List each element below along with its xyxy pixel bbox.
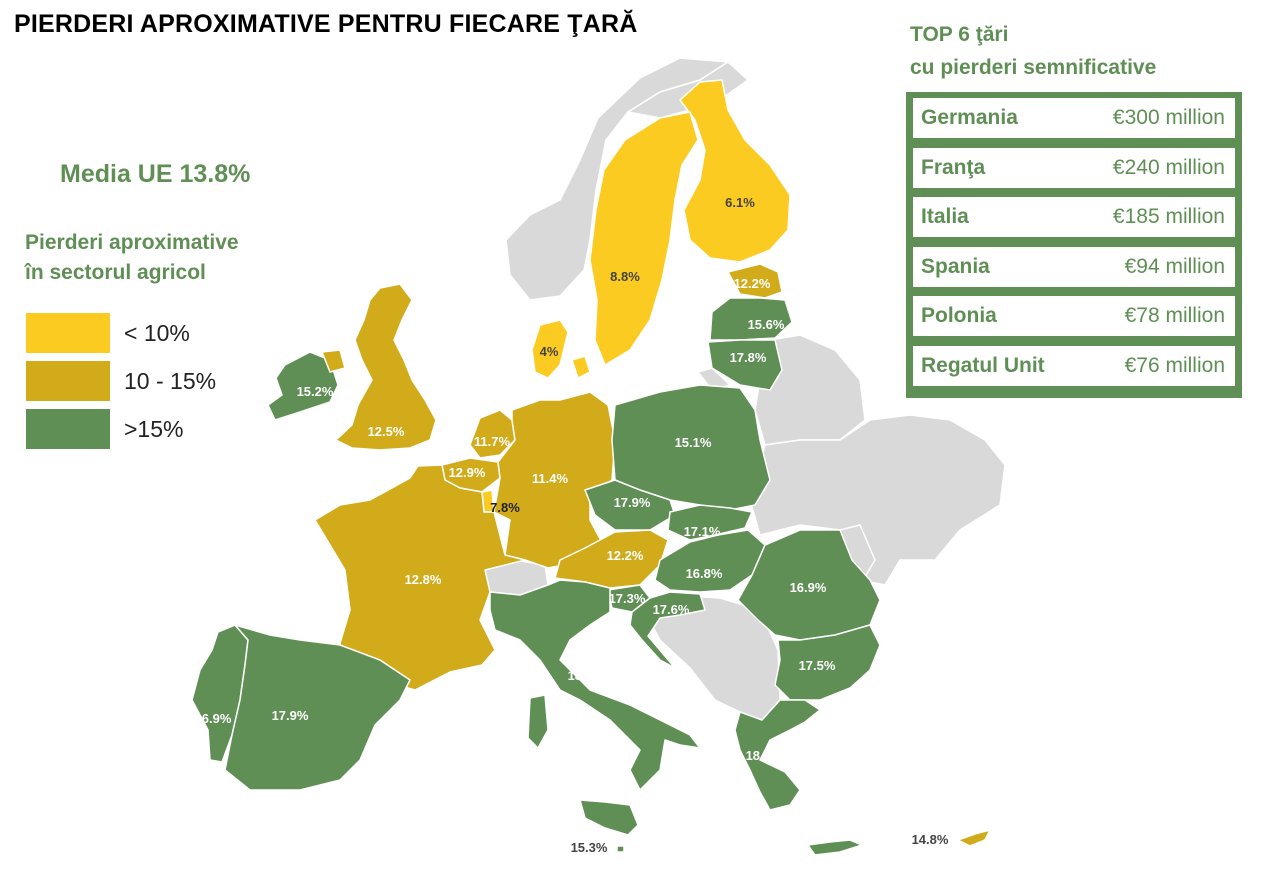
- legend-label-10-15: 10 - 15%: [124, 367, 217, 394]
- croatia-shape: [629, 591, 706, 669]
- label-malta: 15.3%: [571, 840, 608, 855]
- greece-shape: [734, 699, 821, 811]
- slovakia-shape: [667, 504, 753, 541]
- top6-value: €240 million: [1112, 155, 1225, 179]
- legend-item-10-15: 10 - 15%: [26, 361, 216, 401]
- label-lithuania: 17.8%: [730, 350, 767, 365]
- map-title: PIERDERI APROXIMATIVE PENTRU FIECARE ŢAR…: [14, 10, 638, 38]
- label-germany: 11.4%: [532, 471, 569, 486]
- label-slovakia: 17.1%: [684, 524, 721, 539]
- label-luxembourg: 7.8%: [490, 500, 520, 515]
- cyprus-shape: [957, 829, 991, 847]
- top6-country: Germania: [921, 106, 1018, 129]
- france-shape: [314, 464, 526, 691]
- top6-value: €78 million: [1124, 304, 1225, 327]
- top6-title-line1: TOP 6 ţări: [910, 23, 1009, 46]
- top6-row: Regatul Unit €76 million: [913, 345, 1235, 386]
- legend-swatch-10-15: [26, 361, 110, 401]
- label-sweden: 8.8%: [610, 269, 640, 284]
- top6-country: Italia: [921, 205, 969, 228]
- top6-row: Franţa €240 million: [913, 147, 1235, 188]
- label-czechia: 17.9%: [614, 495, 651, 510]
- top6-row: Germania €300 million: [913, 98, 1235, 138]
- label-italy: 18.1%: [568, 668, 605, 683]
- bulgaria-shape: [774, 624, 881, 701]
- latvia-shape: [709, 297, 793, 341]
- sardinia-shape: [527, 694, 549, 749]
- label-estonia: 12.2%: [734, 276, 771, 291]
- eu-average: Media UE 13.8%: [60, 160, 251, 188]
- legend-title-line1: Pierderi aproximative: [25, 231, 239, 254]
- legend-swatch-under10: [26, 313, 110, 353]
- italy-shape: [489, 579, 701, 791]
- estonia-shape: [727, 263, 783, 299]
- northern-ireland-shape: [321, 349, 346, 373]
- legend-title-line2: în sectorul agricol: [25, 261, 206, 284]
- top6-country: Polonia: [921, 304, 997, 327]
- label-spain: 17.9%: [272, 708, 309, 723]
- legend-label-over15: >15%: [124, 415, 184, 442]
- label-greece: 18.7%: [746, 748, 783, 763]
- denmark-shape: [531, 319, 569, 379]
- malta-shape: [616, 845, 625, 853]
- legend-title: Pierderi aproximative în sectorul agrico…: [25, 228, 239, 288]
- spain-shape: [224, 624, 411, 791]
- netherlands-shape: [469, 409, 516, 459]
- top6-country: Franţa: [921, 155, 986, 179]
- top6-value: €185 million: [1112, 205, 1225, 228]
- top6-country: Regatul Unit: [921, 353, 1045, 377]
- legend-item-under10: < 10%: [26, 313, 190, 353]
- label-portugal: 16.9%: [195, 711, 232, 726]
- finland-shape: [679, 79, 791, 263]
- top6-table: Germania €300 million Franţa €240 millio…: [906, 92, 1242, 398]
- label-bulgaria: 17.5%: [799, 658, 836, 673]
- denmark-islands-shape: [571, 355, 591, 379]
- legend-item-over15: >15%: [26, 409, 183, 449]
- sicily-shape: [579, 799, 639, 836]
- label-belgium: 12.9%: [449, 465, 486, 480]
- top6-value: €94 million: [1124, 254, 1225, 278]
- top6-row: Polonia €78 million: [913, 296, 1235, 336]
- label-france: 12.8%: [405, 572, 442, 587]
- lithuania-shape: [707, 339, 783, 391]
- top6-value: €76 million: [1124, 353, 1225, 377]
- label-ireland: 15.2%: [297, 384, 334, 399]
- top6-value: €300 million: [1112, 106, 1225, 129]
- belarus-russia-shape: [697, 367, 731, 391]
- label-hungary: 16.8%: [686, 566, 723, 581]
- label-netherlands: 11.7%: [474, 434, 511, 449]
- top6-title-line2: cu pierderi semnificative: [910, 56, 1157, 79]
- top6-country: Spania: [921, 254, 990, 278]
- label-uk: 12.5%: [368, 424, 405, 439]
- label-romania: 16.9%: [790, 580, 827, 595]
- uk-shape: [335, 283, 437, 451]
- legend-swatch-over15: [26, 409, 110, 449]
- label-poland: 15.1%: [675, 435, 712, 450]
- label-austria: 12.2%: [607, 548, 644, 563]
- label-latvia: 15.6%: [748, 317, 785, 332]
- top6-row: Spania €94 million: [913, 246, 1235, 287]
- ukraine-shape: [749, 414, 1006, 586]
- sweden-shape: [589, 111, 699, 366]
- label-slovenia: 17.3%: [609, 591, 646, 606]
- crete-shape: [807, 839, 863, 856]
- legend-label-under10: < 10%: [124, 319, 190, 346]
- top6-title: TOP 6 ţări cu pierderi semnificative: [910, 18, 1156, 84]
- label-denmark: 4%: [540, 344, 559, 359]
- label-finland: 6.1%: [725, 195, 755, 210]
- label-cyprus: 14.8%: [912, 832, 949, 847]
- top6-row: Italia €185 million: [913, 197, 1235, 237]
- label-croatia: 17.6%: [653, 602, 690, 617]
